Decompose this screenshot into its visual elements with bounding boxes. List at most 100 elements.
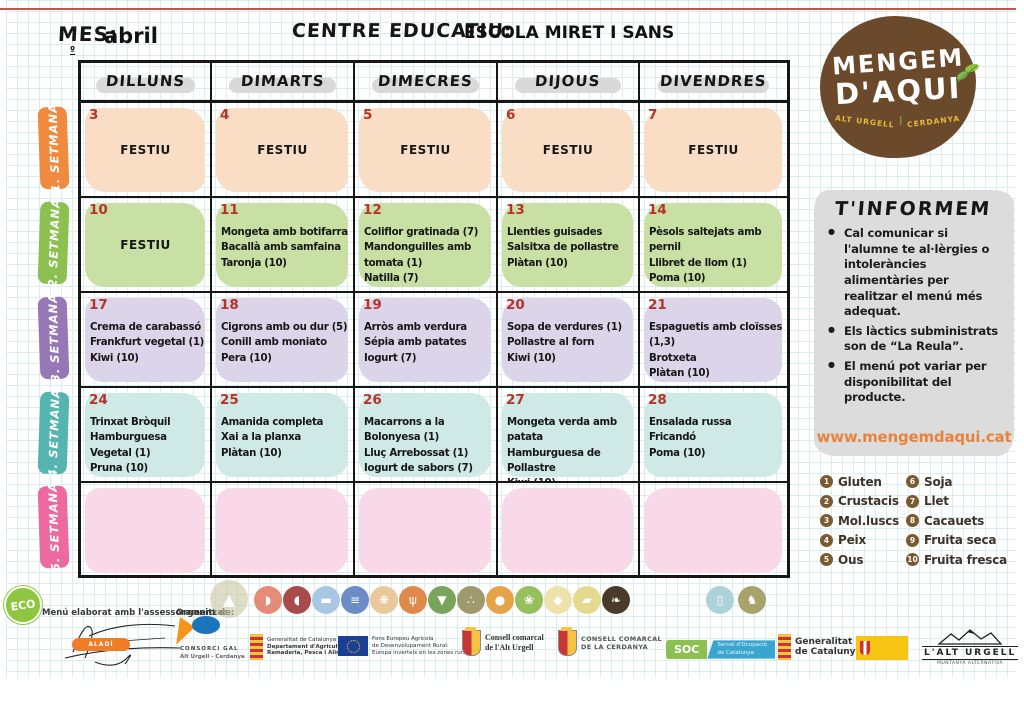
logo-text-line: Generalitat de Catalunya bbox=[267, 636, 337, 643]
day-header-divendres: DIVENDRES bbox=[640, 63, 787, 100]
generalitat-logo: Generalitat de Catalunya bbox=[778, 634, 862, 660]
day-header-dijous: DIJOUS bbox=[498, 63, 640, 100]
onions-icon: ◆ bbox=[544, 586, 572, 614]
dish-item: Mongeta amb botifarra bbox=[221, 227, 348, 238]
legumes-icon: ∴ bbox=[457, 586, 485, 614]
menu-cell-day-20: 20 Sopa de verdures (1) Pollastre al forn K… bbox=[498, 293, 640, 386]
cell-highlight-blob bbox=[85, 108, 205, 192]
date-number: 17 bbox=[89, 297, 108, 313]
menu-cell-day-4: 4 FESTIU bbox=[212, 103, 355, 196]
cell-highlight-blob bbox=[502, 298, 633, 382]
mengem-daqui-logo: MENGEM D'AQUI ALT URGELL | CERDANYA bbox=[820, 16, 979, 158]
logo-text-line: de l'Alt Urgell bbox=[485, 643, 534, 652]
dish-item: Bacallà amb samfaina bbox=[221, 242, 341, 254]
alt-urgell-tourism-logo: L'ALT URGELL MUNTANYA ALTERNATIVA bbox=[922, 628, 1019, 666]
dish-item: Mongeta verda amb patata bbox=[507, 417, 617, 444]
allergen-item-8: 8 Cacauets bbox=[906, 511, 1020, 531]
dish-list: Coliflor gratinada (7) Mandonguilles amb … bbox=[364, 225, 492, 286]
menu-cell-day-17: 17 Crema de carabassó Frankfurt vegetal (1… bbox=[81, 293, 212, 386]
festiu-label: FESTIU bbox=[688, 142, 739, 157]
spain-government-logo bbox=[856, 636, 908, 660]
date-number: 11 bbox=[220, 202, 239, 218]
top-accent-line bbox=[0, 8, 1016, 10]
week-row-2: 10 FESTIU 11 Mongeta amb botifarra Bacallà a… bbox=[81, 198, 787, 293]
cell-highlight-blob bbox=[644, 393, 782, 477]
dish-item: Kiwi (10) bbox=[507, 476, 634, 481]
logo-text-line: Departament d'Agricultura, bbox=[267, 643, 353, 650]
dish-item: Amanida completa bbox=[221, 417, 324, 428]
logo-text-line: Europa inverteix en les zones rurals bbox=[372, 649, 471, 656]
allergen-number-badge: 2 bbox=[820, 494, 833, 508]
dish-item: Natilla (7) bbox=[364, 272, 419, 284]
week-tab-5: 5. SETMANA bbox=[37, 482, 70, 572]
logo-text-line: de Catalunya bbox=[717, 649, 754, 656]
dish-item: Xai a la planxa bbox=[221, 432, 301, 444]
dish-list: Cigrons amb ou dur (5) Conill amb moniato… bbox=[221, 320, 349, 366]
menu-cell-day-19: 19 Arròs amb verdura Sépia amb patates Iogu… bbox=[355, 293, 498, 386]
cell-highlight-blob bbox=[359, 488, 491, 573]
logo-text-line: Servei d'Ocupació bbox=[717, 642, 768, 649]
allergen-label: Soja bbox=[924, 474, 953, 489]
cell-highlight-blob bbox=[85, 203, 205, 287]
menu-cell-day-24: 24 Trinxat Bròquil Hamburguesa Vegetal (1)… bbox=[81, 388, 212, 481]
allergen-item-4: 4 Peix bbox=[820, 531, 906, 551]
allergen-item-6: 6 Soja bbox=[906, 472, 1020, 492]
livestock-icon: ♞ bbox=[738, 586, 766, 614]
date-number: 7 bbox=[648, 107, 658, 123]
logo-text-line: Consell comarcal bbox=[485, 633, 544, 643]
allergen-number-badge: 5 bbox=[820, 553, 833, 567]
dish-item: Lluç Arrebossat (1) bbox=[364, 447, 469, 459]
chicken-leg-icon: ◗ bbox=[254, 586, 282, 614]
logo-text-line2: D'AQUI bbox=[834, 64, 979, 111]
dish-item: Espaguetis amb cloïsses (1,3) bbox=[649, 322, 783, 349]
advisor-name-pill: ALADÍ bbox=[72, 638, 130, 651]
vegetables-icon: ▼ bbox=[428, 586, 456, 614]
day-header-dimecres: DIMECRES bbox=[355, 63, 498, 100]
week-row-1: 3 FESTIU 4 FESTIU 5 FESTIU 6 FESTIU 7 FESTIU bbox=[81, 103, 787, 198]
date-number: 19 bbox=[363, 297, 382, 313]
menu-cell bbox=[355, 483, 498, 577]
cell-highlight-blob bbox=[359, 108, 491, 192]
festiu-label: FESTIU bbox=[120, 237, 171, 252]
logo-text-line: Fons Europeu Agrícola bbox=[372, 636, 434, 642]
dish-item: Pera (10) bbox=[221, 352, 272, 364]
dish-item: Ensalada russa bbox=[649, 417, 732, 428]
menu-calendar: DILLUNS DIMARTS DIMECRES DIJOUS DIVENDRES 3 F… bbox=[78, 60, 790, 578]
allergen-label: Gluten bbox=[838, 474, 882, 489]
eu-flag-icon bbox=[338, 636, 368, 657]
cell-highlight-blob bbox=[644, 108, 782, 192]
cell-highlight-blob bbox=[85, 488, 205, 573]
consorci-name: CONSORCI GAL bbox=[180, 646, 239, 652]
festiu-label: FESTIU bbox=[400, 142, 451, 157]
info-bullet: El menú pot variar per disponibilitat de… bbox=[822, 359, 1004, 406]
soc-abbr: SOC bbox=[666, 640, 708, 659]
date-number: 27 bbox=[506, 392, 525, 408]
week-row-5 bbox=[81, 483, 787, 577]
date-number: 6 bbox=[506, 107, 516, 123]
dish-list: Mongeta amb botifarra Bacallà amb samfain… bbox=[221, 225, 349, 271]
menu-cell-day-21: 21 Espaguetis amb cloïsses (1,3) Brotxeta P… bbox=[640, 293, 787, 386]
dish-item: Trinxat Bròquil bbox=[90, 417, 171, 428]
cell-highlight-blob bbox=[216, 298, 348, 382]
dish-item: Plàtan (10) bbox=[649, 367, 710, 379]
dish-item: Frankfurt vegetal (1) bbox=[90, 337, 204, 349]
day-header-highlight bbox=[514, 78, 622, 93]
dish-item: Kiwi (10) bbox=[507, 352, 556, 364]
allergen-label: Ous bbox=[838, 552, 864, 567]
website-link[interactable]: www.mengemdaqui.cat bbox=[816, 428, 1012, 446]
menu-cell bbox=[640, 483, 787, 577]
menu-cell-day-12: 12 Coliflor gratinada (7) Mandonguilles am… bbox=[355, 198, 498, 291]
cell-highlight-blob bbox=[85, 393, 205, 477]
info-bullet-list: Cal comunicar si l'alumne te al·lèrgies … bbox=[822, 226, 1004, 406]
menu-cell-day-10: 10 FESTIU bbox=[81, 198, 212, 291]
menu-cell-day-26: 26 Macarrons a la Bolonyesa (1) Lluç Arreb… bbox=[355, 388, 498, 481]
cell-highlight-blob bbox=[216, 203, 348, 287]
week-tab-3: 3. SETMANA bbox=[37, 293, 70, 382]
alt-urgell-name: L'ALT URGELL bbox=[922, 646, 1019, 660]
dish-list: Ensalada russa Fricandó Poma (10) bbox=[649, 415, 783, 461]
allergen-item-7: 7 Llet bbox=[906, 492, 1020, 512]
fish-icon: ◖ bbox=[283, 586, 311, 614]
soc-logo: SOC Servei d'Ocupació de Catalunya bbox=[666, 640, 776, 659]
logo-text-line: Ramaderia, Pesca i Alimentació bbox=[267, 650, 365, 657]
date-number: 14 bbox=[648, 202, 667, 218]
